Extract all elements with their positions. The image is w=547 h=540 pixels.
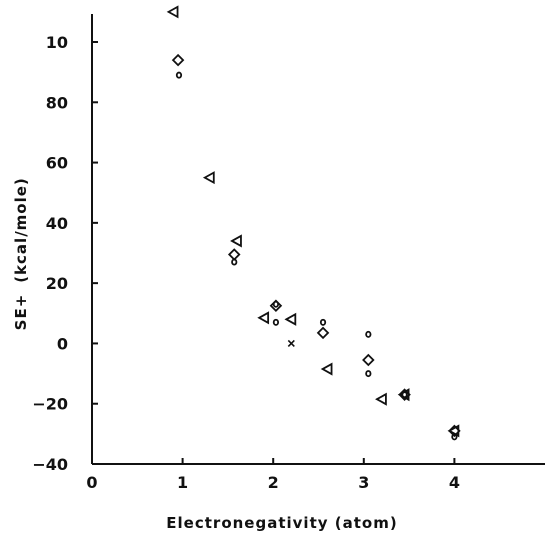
y-axis-label-prefix: SE+ [12, 294, 30, 331]
circle-marker [272, 300, 280, 308]
circle-marker [272, 318, 280, 326]
circle-marker [175, 71, 183, 79]
y-tick-label: −20 [32, 395, 68, 414]
x-tick-label: 2 [268, 473, 279, 492]
circle-marker [451, 433, 458, 441]
y-tick-label: 10 [46, 33, 68, 52]
circle-marker [231, 258, 238, 266]
y-tick-label: 60 [46, 154, 68, 173]
diamond-marker [362, 353, 375, 367]
x-tick-label: 4 [449, 473, 460, 492]
circle-marker [365, 370, 372, 378]
axis-ticks: 0 1 2 3 4 −40 −20 0 20 40 60 80 10 [32, 33, 460, 492]
circle-marker [319, 318, 327, 326]
diamond-marker [171, 53, 185, 67]
triangle-marker [375, 392, 387, 406]
data-points [166, 5, 461, 441]
y-tick-label: 40 [46, 214, 68, 233]
axes [91, 14, 545, 465]
triangle-marker [320, 362, 333, 376]
triangle-marker [202, 171, 215, 185]
x-axis-label: Electronegativity (atom) [166, 514, 397, 532]
x-tick-label: 0 [86, 473, 97, 492]
y-tick-label: −40 [32, 455, 68, 474]
diamond-marker [227, 248, 241, 261]
y-tick-label: 20 [46, 274, 68, 293]
triangle-marker [166, 5, 179, 19]
circle-marker [365, 330, 372, 338]
cross-marker [287, 339, 295, 347]
triangle-marker [284, 312, 297, 326]
x-tick-label: 1 [177, 473, 188, 492]
y-axis-label-group: SE+ (kcal/mole) [12, 177, 30, 330]
y-axis-label-unit: (kcal/mole) [12, 177, 30, 283]
triangle-marker [257, 311, 270, 325]
y-tick-label: 0 [57, 334, 68, 353]
diamond-marker [448, 424, 461, 438]
triangle-marker [230, 234, 242, 248]
diamond-marker [269, 299, 283, 313]
y-tick-label: 80 [46, 93, 68, 112]
diamond-marker [398, 388, 411, 401]
x-tick-label: 3 [358, 473, 369, 492]
diamond-marker [316, 326, 330, 340]
circle-marker [401, 391, 408, 399]
